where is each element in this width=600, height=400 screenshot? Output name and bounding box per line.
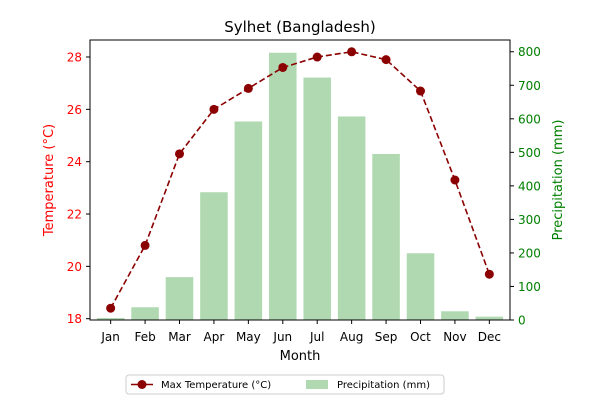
legend: Max Temperature (°C) Precipitation (mm) — [125, 374, 445, 395]
x-tick-label: Sep — [375, 330, 398, 344]
y-right-tick-label: 400 — [518, 179, 541, 193]
precipitation-bar-oct — [406, 253, 435, 320]
y-left-tick-label: 18 — [67, 312, 82, 326]
y-left-tick-label: 20 — [67, 260, 82, 274]
legend-line-marker — [137, 380, 147, 389]
precipitation-bar-mar — [165, 277, 194, 320]
temperature-point-jul — [312, 52, 322, 62]
legend-label-precipitation: Precipitation (mm) — [337, 380, 430, 391]
precipitation-bar-jan — [96, 317, 125, 320]
temperature-point-feb — [140, 240, 150, 250]
temperature-point-may — [243, 83, 253, 93]
legend-bar-swatch — [306, 380, 328, 389]
x-tick-label: Jan — [100, 330, 120, 344]
y-right-tick-label: 500 — [518, 146, 541, 160]
y-axis-right: 0 100 200 300 400 500 600 700 800 — [510, 45, 541, 328]
temperature-point-mar — [175, 149, 185, 159]
y-left-tick-label: 26 — [67, 103, 82, 117]
x-tick-label: May — [236, 330, 261, 344]
y-left-tick-label: 22 — [67, 208, 82, 222]
precipitation-bar-nov — [441, 311, 469, 320]
precipitation-bar-may — [234, 121, 263, 320]
y-right-tick-label: 0 — [518, 314, 526, 328]
x-tick-label: Dec — [478, 330, 501, 344]
x-tick-label: Nov — [443, 330, 466, 344]
precipitation-bar-sep — [372, 154, 400, 320]
legend-box — [125, 374, 445, 395]
temperature-point-oct — [415, 86, 425, 96]
y-axis-right-label: Precipitation (mm) — [551, 120, 566, 241]
y-right-tick-label: 200 — [518, 246, 541, 260]
temperature-point-sep — [381, 55, 391, 65]
y-axis-left: 18 20 22 24 26 28 — [67, 51, 90, 326]
chart-title: Sylhet (Bangladesh) — [224, 18, 376, 36]
precipitation-bar-jul — [303, 77, 331, 320]
temperature-point-dec — [484, 269, 494, 279]
precipitation-bar-aug — [337, 116, 366, 320]
x-tick-label: Mar — [168, 330, 191, 344]
y-axis-left-label: Temperature (°C) — [42, 124, 57, 237]
temperature-series-line — [109, 50, 491, 309]
temperature-point-apr — [209, 104, 219, 114]
temperature-point-aug — [347, 47, 357, 57]
temperature-point-jun — [278, 62, 288, 72]
precipitation-bar-apr — [200, 192, 228, 320]
x-tick-label: Jul — [309, 330, 324, 344]
x-axis: Jan Feb Mar Apr May Jun Jul Aug Sep Oct Nov Dec — [100, 320, 501, 344]
y-right-tick-label: 300 — [518, 213, 541, 227]
x-tick-label: Oct — [410, 330, 431, 344]
precipitation-bar-feb — [131, 307, 159, 320]
legend-label-temperature: Max Temperature (°C) — [161, 380, 271, 391]
x-tick-label: Aug — [340, 330, 363, 344]
precipitation-bar-dec — [475, 316, 504, 320]
precipitation-bar-jun — [269, 52, 297, 320]
y-right-tick-label: 800 — [518, 45, 541, 59]
y-right-tick-label: 100 — [518, 280, 541, 294]
x-axis-label: Month — [280, 349, 321, 364]
x-tick-label: Feb — [134, 330, 155, 344]
y-right-tick-label: 600 — [518, 112, 541, 126]
temperature-point-nov — [450, 175, 460, 185]
y-right-tick-label: 700 — [518, 79, 541, 93]
temperature-point-jan — [106, 303, 116, 313]
x-tick-label: Jun — [272, 330, 292, 344]
precipitation-bars — [96, 52, 504, 320]
y-left-tick-label: 24 — [67, 155, 82, 169]
plot-frame — [89, 39, 511, 321]
x-tick-label: Apr — [204, 330, 225, 344]
y-left-tick-label: 28 — [67, 51, 82, 65]
temperature-line — [106, 47, 494, 313]
